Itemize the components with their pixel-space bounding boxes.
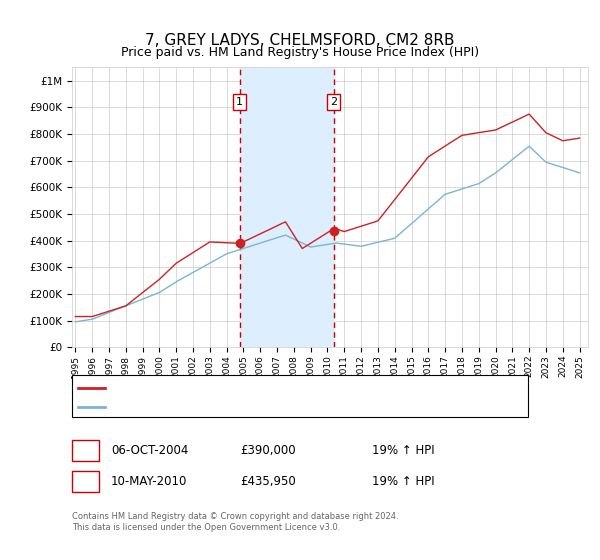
Text: 1: 1: [236, 97, 243, 107]
Bar: [239, 67, 334, 347]
Text: £390,000: £390,000: [240, 444, 296, 458]
Text: 7, GREY LADYS, CHELMSFORD, CM2 8RB: 7, GREY LADYS, CHELMSFORD, CM2 8RB: [145, 32, 455, 48]
Text: Contains HM Land Registry data © Crown copyright and database right 2024.
This d: Contains HM Land Registry data © Crown c…: [72, 512, 398, 532]
Text: £435,950: £435,950: [240, 475, 296, 488]
Text: 19% ↑ HPI: 19% ↑ HPI: [372, 475, 434, 488]
Text: 2: 2: [82, 475, 89, 488]
Text: HPI: Average price, detached house, Chelmsford: HPI: Average price, detached house, Chel…: [110, 402, 362, 412]
Text: 7, GREY LADYS, CHELMSFORD, CM2 8RB (detached house): 7, GREY LADYS, CHELMSFORD, CM2 8RB (deta…: [110, 383, 415, 393]
Text: 10-MAY-2010: 10-MAY-2010: [111, 475, 187, 488]
Text: 19% ↑ HPI: 19% ↑ HPI: [372, 444, 434, 458]
Text: 1: 1: [82, 444, 89, 458]
Text: Price paid vs. HM Land Registry's House Price Index (HPI): Price paid vs. HM Land Registry's House …: [121, 46, 479, 59]
Text: 06-OCT-2004: 06-OCT-2004: [111, 444, 188, 458]
Text: 2: 2: [330, 97, 337, 107]
